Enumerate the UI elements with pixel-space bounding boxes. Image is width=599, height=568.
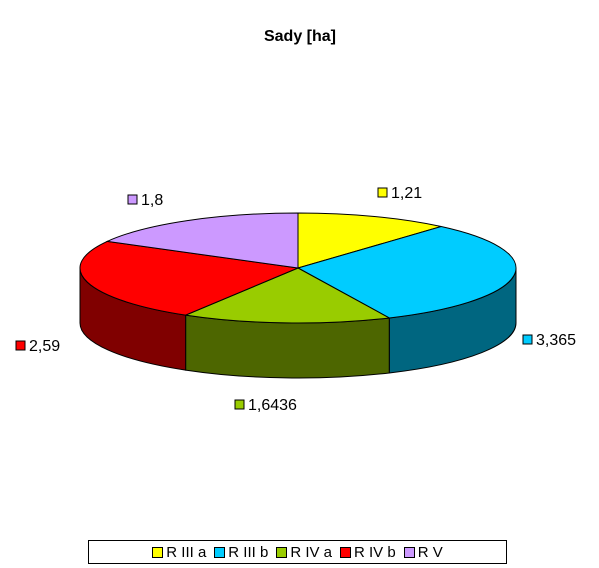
legend: R III a R III b R IV a R IV b R V (88, 540, 507, 564)
data-label: 2,59 (29, 338, 60, 355)
data-label: 3,365 (536, 332, 576, 349)
slice (79, 240, 300, 316)
legend-swatch (152, 546, 164, 558)
legend-item: R III a (152, 544, 206, 561)
legend-item: R V (403, 543, 443, 561)
slice (183, 267, 391, 324)
legend-label: R IV a (290, 543, 332, 561)
slice (105, 212, 299, 269)
legend-item: R IV a (276, 544, 332, 561)
data-label: 1,8 (141, 192, 163, 209)
slice-side (185, 314, 390, 379)
label-swatch (15, 340, 26, 351)
label-swatch (377, 187, 388, 198)
legend-label: R III b (228, 543, 269, 561)
slice (297, 212, 442, 269)
legend-label: R V (417, 543, 443, 561)
legend-label: R IV b (354, 543, 396, 561)
chart-title: Sady [ha] (264, 28, 336, 45)
legend-swatch (276, 546, 288, 558)
legend-swatch (214, 546, 226, 558)
legend-label: R III a (166, 543, 207, 561)
data-label: 1,21 (391, 185, 422, 202)
label-swatch (127, 194, 138, 205)
label-swatch (234, 399, 245, 410)
data-label: 1,6436 (248, 397, 297, 414)
label-swatch (522, 334, 533, 345)
legend-item: R III b (214, 544, 268, 561)
slice (296, 226, 517, 319)
legend-swatch (403, 546, 415, 558)
legend-swatch (340, 546, 351, 558)
legend-item: R IV b (340, 544, 396, 561)
